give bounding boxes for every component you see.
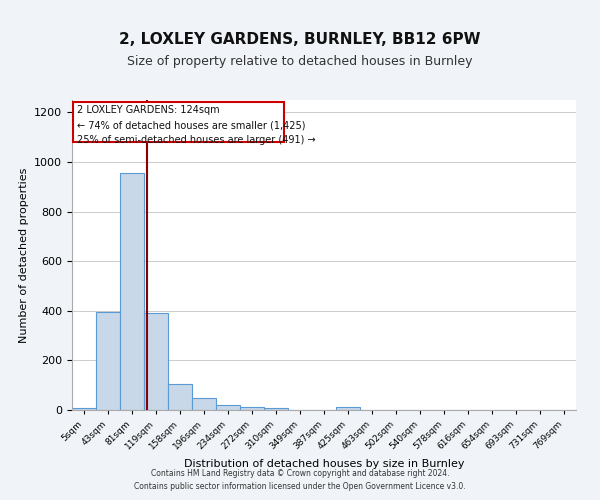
- Bar: [168, 384, 192, 410]
- Text: Contains public sector information licensed under the Open Government Licence v3: Contains public sector information licen…: [134, 482, 466, 491]
- Bar: [336, 407, 360, 410]
- Bar: [240, 407, 264, 410]
- Text: Size of property relative to detached houses in Burnley: Size of property relative to detached ho…: [127, 55, 473, 68]
- Bar: [216, 404, 240, 410]
- Text: 2, LOXLEY GARDENS, BURNLEY, BB12 6PW: 2, LOXLEY GARDENS, BURNLEY, BB12 6PW: [119, 32, 481, 48]
- Bar: [120, 173, 144, 410]
- Bar: [96, 312, 120, 410]
- X-axis label: Distribution of detached houses by size in Burnley: Distribution of detached houses by size …: [184, 460, 464, 469]
- Text: 2 LOXLEY GARDENS: 124sqm
← 74% of detached houses are smaller (1,425)
25% of sem: 2 LOXLEY GARDENS: 124sqm ← 74% of detach…: [77, 106, 316, 145]
- FancyBboxPatch shape: [73, 102, 284, 142]
- Bar: [72, 408, 96, 410]
- Bar: [192, 398, 216, 410]
- Text: Contains HM Land Registry data © Crown copyright and database right 2024.: Contains HM Land Registry data © Crown c…: [151, 468, 449, 477]
- Y-axis label: Number of detached properties: Number of detached properties: [19, 168, 29, 342]
- Bar: [264, 408, 288, 410]
- Bar: [144, 314, 168, 410]
